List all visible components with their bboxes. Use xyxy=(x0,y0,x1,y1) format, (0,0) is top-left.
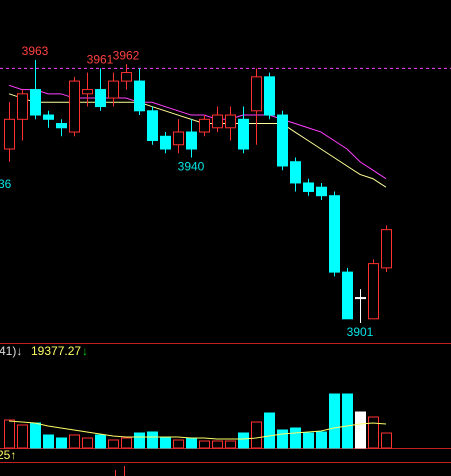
volume-bar xyxy=(121,437,132,449)
candle-body xyxy=(355,297,366,300)
candle-body xyxy=(251,76,262,112)
volume-bar xyxy=(56,437,67,449)
volume-bar xyxy=(277,429,288,449)
volume-bar xyxy=(82,437,93,449)
candle-body xyxy=(69,80,80,133)
high-label: 3962 xyxy=(113,48,140,62)
candle-body xyxy=(108,80,119,99)
volume-bar xyxy=(355,411,366,449)
volume-bar xyxy=(381,432,392,449)
candle-body xyxy=(212,114,223,129)
candle-body xyxy=(43,114,54,120)
candle-body xyxy=(329,195,340,273)
volume-bar xyxy=(108,439,119,449)
candle-body xyxy=(56,123,67,129)
candle-body xyxy=(160,135,171,150)
volume-bar xyxy=(199,440,210,449)
candle-body xyxy=(147,110,158,142)
candle-body xyxy=(95,89,106,108)
candle-body xyxy=(342,271,353,320)
candle-body xyxy=(316,186,327,197)
volume-bar xyxy=(212,440,223,449)
edge-label: 36 xyxy=(0,177,12,191)
volume-bar xyxy=(69,434,80,449)
volume-header-arrow: ↓ xyxy=(82,344,88,358)
volume-bar xyxy=(316,431,327,449)
high-label: 3961 xyxy=(87,53,114,67)
volume-bar xyxy=(264,412,275,449)
volume-bar xyxy=(238,432,249,449)
candle-body xyxy=(303,182,314,192)
candle-body xyxy=(264,76,275,116)
volume-bar xyxy=(368,416,379,449)
candle-body xyxy=(4,118,15,150)
volume-bar xyxy=(186,437,197,449)
volume-bar xyxy=(4,419,15,449)
candle-body xyxy=(30,89,41,116)
low-label: 3940 xyxy=(178,160,205,174)
volume-bar xyxy=(17,424,28,449)
volume-header-left: 41)↓ xyxy=(0,344,22,358)
candle-body xyxy=(290,161,301,184)
volume-bar xyxy=(329,393,340,449)
candle-body xyxy=(238,118,249,150)
candle-body xyxy=(277,114,288,167)
candle-body xyxy=(199,118,210,133)
volume-bar xyxy=(173,439,184,449)
volume-bar xyxy=(147,431,158,449)
candle-body xyxy=(368,263,379,320)
candle-body xyxy=(173,131,184,146)
candle-body xyxy=(82,89,93,95)
volume-bar xyxy=(134,432,145,449)
volume-bar xyxy=(225,440,236,449)
candle-body xyxy=(17,93,28,120)
candle-body xyxy=(134,80,145,112)
volume-bar xyxy=(342,393,353,449)
candle-body xyxy=(121,72,132,82)
volume-bar xyxy=(43,434,54,449)
low-label: 3901 xyxy=(347,325,374,339)
volume-bar xyxy=(30,422,41,449)
volume-header-value: 19377.27 xyxy=(31,344,81,358)
volume-ma xyxy=(8,420,387,440)
bottom-label: 25↑ xyxy=(0,448,16,462)
candle-body xyxy=(225,114,236,129)
volume-bar xyxy=(290,427,301,449)
candle-body xyxy=(381,229,392,269)
volume-bar xyxy=(303,432,314,449)
volume-bar xyxy=(160,436,171,449)
high-label: 3963 xyxy=(22,44,49,58)
candle-body xyxy=(186,131,197,150)
volume-bar xyxy=(251,421,262,449)
volume-bar xyxy=(95,434,106,449)
